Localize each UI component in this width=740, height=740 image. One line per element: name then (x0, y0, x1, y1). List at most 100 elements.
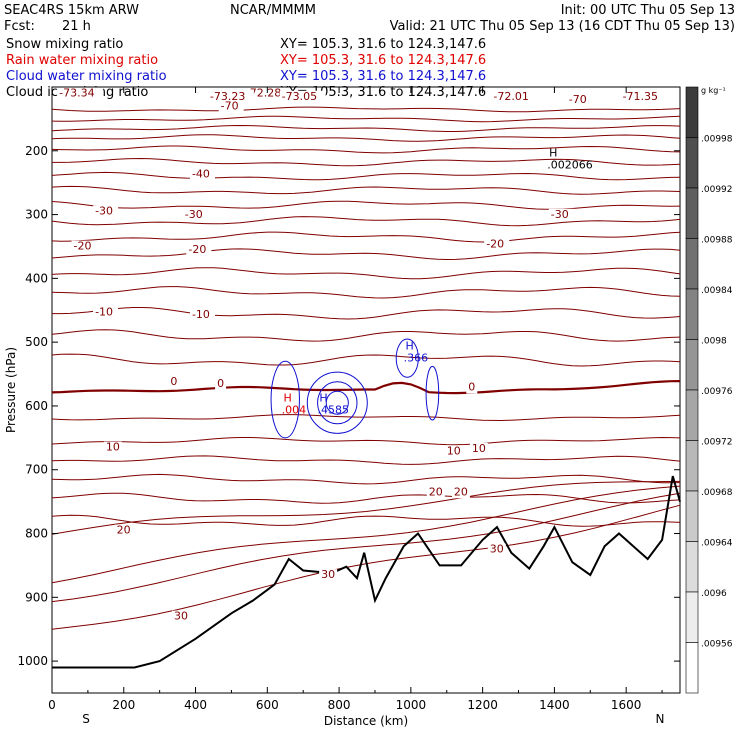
isotherm-line (51, 145, 681, 154)
temperature-label-bg (243, 87, 290, 100)
cloud-contour (317, 381, 358, 425)
temperature-label: 10 (447, 444, 461, 457)
isotherm-line (51, 185, 681, 195)
colorbar-segment (685, 339, 699, 391)
temperature-label: -73.05 (282, 90, 317, 103)
isotherm-line (51, 200, 681, 210)
x-tick-label: 1200 (467, 698, 498, 712)
x-end-label-left: S (82, 712, 90, 726)
extremum-value: .4585 (318, 404, 350, 417)
temperature-label: -10 (95, 305, 113, 318)
field-label: Snow mixing ratio (6, 37, 123, 52)
colorbar-tick-label: .00964 (701, 539, 733, 549)
y-tick-label: 300 (25, 208, 48, 222)
temperature-label-bg (444, 445, 463, 458)
cloud-contour (395, 338, 419, 378)
x-tick-label: 400 (184, 698, 207, 712)
plot-frame (51, 86, 681, 694)
fcst-label: Fcst: (4, 19, 35, 34)
center-title: NCAR/MMMM (230, 3, 316, 18)
temperature-label-bg (487, 543, 506, 556)
temperature-label-bg (57, 87, 104, 100)
temperature-label-bg (215, 377, 227, 390)
isotherm-line (51, 485, 681, 584)
y-tick-label: 400 (25, 271, 48, 285)
temperature-label-bg (451, 486, 470, 499)
isotherm-line (51, 492, 681, 504)
temperature-label: -71.35 (623, 90, 658, 103)
extremum-mark: H (319, 392, 327, 405)
temperature-label: 20 (117, 524, 131, 537)
temperature-label-bg (484, 238, 510, 251)
temperature-label: -30 (95, 205, 113, 218)
temperature-label: 10 (106, 441, 120, 454)
colorbar-tick-label: .0096 (701, 589, 727, 599)
isotherm-line (51, 106, 681, 113)
field-xy: XY= 105.3, 31.6 to 124.3,147.6 (280, 69, 486, 84)
isotherm-line (51, 248, 681, 261)
isotherm-line (51, 286, 681, 299)
temperature-label: -30 (551, 208, 569, 221)
cloud-contour (270, 360, 300, 439)
y-axis-label: Pressure (hPa) (4, 347, 18, 433)
field-xy: XY= 105.3, 31.6 to 124.3,147.6 (280, 53, 486, 68)
colorbar-segment (685, 238, 699, 290)
temperature-label-bg (168, 375, 180, 388)
temperature-label: -20 (188, 243, 206, 256)
cloud-contour (306, 371, 368, 434)
model-title: SEAC4RS 15km ARW (4, 3, 139, 18)
fcst-value: 21 h (62, 19, 91, 34)
isotherm-line (51, 436, 681, 446)
temperature-label: -72.28 (246, 87, 281, 100)
temperature-label: 0 (217, 377, 224, 390)
colorbar-tick-label: .00976 (701, 387, 733, 397)
y-tick-label: 700 (25, 463, 48, 477)
colorbar-tick-label: .00956 (701, 640, 733, 650)
temperature-label-bg (207, 90, 254, 103)
terrain-profile (52, 475, 681, 669)
temperature-label: -20 (486, 238, 504, 251)
temperature-label-bg (189, 308, 215, 321)
temperature-label: -70 (221, 99, 239, 112)
temperature-label-bg (466, 381, 478, 394)
isotherm-line (51, 124, 681, 132)
colorbar-segment (685, 642, 699, 694)
x-tick-label: 1400 (539, 698, 570, 712)
temperature-label: -40 (192, 168, 210, 181)
temperature-label-bg (548, 208, 574, 221)
cloud-contour (425, 365, 440, 421)
x-tick-label: 600 (256, 698, 279, 712)
temperature-label: 30 (321, 568, 335, 581)
isotherm-line (51, 231, 681, 243)
x-end-label-right: N (656, 712, 665, 726)
temperature-label: 20 (454, 485, 468, 498)
colorbar-tick-label: .00972 (701, 438, 733, 448)
colorbar-segment (685, 490, 699, 542)
extremum-value: .002066 (547, 159, 593, 172)
axes: 0 200 400 600 800 1000 1200 1400 160020030040050… (4, 87, 680, 728)
y-tick-label: 500 (25, 335, 48, 349)
x-tick-label: 0 (48, 698, 56, 712)
temperature-label: 0 (468, 381, 475, 394)
cloud-contour (325, 390, 349, 415)
isotherm-line (51, 134, 681, 142)
temperature-label-bg (93, 205, 119, 218)
y-tick-label: 900 (25, 590, 48, 604)
colorbar-tick-label: .00992 (701, 185, 733, 195)
temperature-label: -30 (185, 208, 203, 221)
temperature-label: 30 (174, 610, 188, 623)
plot-area: -73.34 -72.28-73.23 -73.05 -72.01 -71.35 -70 -… (4, 86, 681, 728)
isotherm-line (51, 216, 681, 227)
temperature-label-bg (491, 90, 538, 103)
temperature-label-bg (103, 441, 122, 454)
isotherm-line (52, 307, 681, 320)
valid-time: Valid: 21 UTC Thu 05 Sep 13 (16 CDT Thu … (390, 19, 735, 34)
colorbar-segment (685, 288, 699, 340)
temperature-label-bg (186, 243, 212, 256)
temperature-label-bg (172, 610, 191, 623)
isotherm-line (51, 414, 681, 422)
isotherm-line (51, 115, 681, 123)
x-tick-label: 200 (112, 698, 135, 712)
